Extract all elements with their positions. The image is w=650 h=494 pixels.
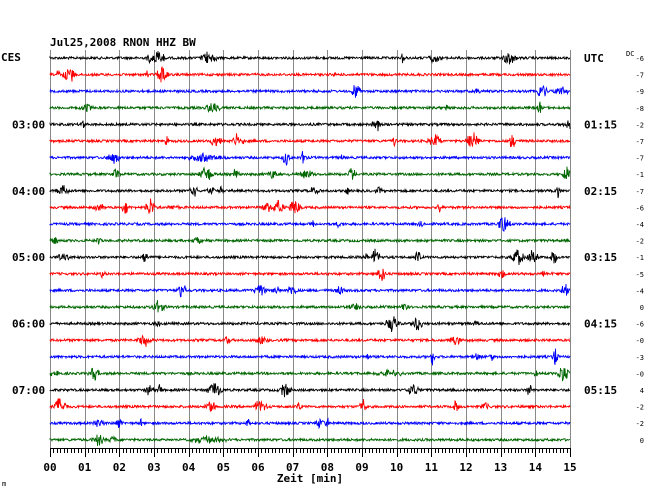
- dc-offset-label: -4: [636, 221, 644, 229]
- x-tick-label: 05: [217, 461, 230, 474]
- right-hour-label: 04:15: [584, 318, 617, 331]
- x-tick-label: 00: [43, 461, 56, 474]
- trace-line-16: [49, 316, 571, 332]
- dc-offset-label: -2: [636, 238, 644, 246]
- trace-line-13: [49, 268, 571, 281]
- right-hour-label: 05:15: [584, 384, 617, 397]
- dc-offset-label: -0: [636, 370, 644, 378]
- dc-offset-label: -9: [636, 88, 644, 96]
- dc-offset-label: -1: [636, 254, 644, 262]
- x-tick-label: 11: [425, 461, 439, 474]
- time-grid: [50, 50, 571, 448]
- trace-line-9: [49, 198, 571, 214]
- dc-offset-label: -7: [636, 155, 644, 163]
- right-hour-label: 03:15: [584, 251, 617, 264]
- dc-offset-label: -6: [636, 204, 644, 212]
- dc-offset-label: -7: [636, 72, 644, 80]
- dc-offset-label: -1: [636, 171, 644, 179]
- left-hour-label: 07:00: [12, 384, 45, 397]
- corner-mark: m: [2, 480, 6, 488]
- right-hour-label: UTC: [584, 52, 604, 65]
- trace-line-2: [49, 85, 571, 98]
- trace-line-12: [49, 248, 571, 266]
- dc-offset-label: -7: [636, 138, 644, 146]
- x-tick-label: 04: [182, 461, 196, 474]
- trace-line-11: [49, 237, 571, 245]
- trace-line-0: [49, 51, 571, 65]
- dc-offset-label: -0: [636, 337, 644, 345]
- dc-offset-label: -6: [636, 321, 644, 329]
- dc-offset-label: -2: [636, 420, 644, 428]
- x-tick-label: 01: [78, 461, 92, 474]
- dc-offset-label: -4: [636, 287, 644, 295]
- x-tick-label: 08: [321, 461, 334, 474]
- trace-line-22: [49, 417, 571, 430]
- x-tick-label: 07: [286, 461, 299, 474]
- trace-group: [49, 51, 571, 446]
- left-hour-label: 06:00: [12, 318, 45, 331]
- trace-line-7: [49, 166, 571, 180]
- x-tick-label: 06: [251, 461, 265, 474]
- trace-line-19: [49, 367, 571, 382]
- trace-line-3: [49, 101, 571, 114]
- trace-line-6: [49, 151, 571, 166]
- trace-line-14: [49, 283, 571, 298]
- trace-line-4: [49, 120, 571, 132]
- x-tick-label: 14: [529, 461, 543, 474]
- label-group: 03:00 04:00 05:00 06:00 07:00 UTC 01:15 02:15 03…: [12, 52, 644, 445]
- left-hour-label: 03:00: [12, 118, 45, 131]
- right-hour-label: 01:15: [584, 118, 617, 131]
- dc-offset-label: -3: [636, 354, 644, 362]
- dc-header: DC: [626, 50, 634, 58]
- trace-line-10: [49, 217, 571, 232]
- dc-offset-label: -8: [636, 105, 644, 113]
- trace-line-18: [49, 348, 571, 366]
- trace-line-5: [49, 132, 571, 148]
- dc-offset-label: -7: [636, 188, 644, 196]
- trace-line-8: [49, 185, 571, 199]
- dc-offset-label: 0: [640, 304, 644, 312]
- left-hour-label: 04:00: [12, 185, 45, 198]
- trace-line-1: [49, 65, 571, 83]
- left-hour-label: 05:00: [12, 251, 45, 264]
- dc-offset-label: -2: [636, 404, 644, 412]
- left-timezone-label: CES: [1, 51, 21, 64]
- chart-title: Jul25,2008 RNON HHZ BW: [50, 36, 196, 49]
- trace-line-17: [49, 334, 571, 347]
- dc-offset-label: -5: [636, 271, 644, 279]
- x-tick-label: 12: [459, 461, 472, 474]
- trace-line-15: [49, 300, 571, 313]
- trace-line-21: [49, 398, 571, 413]
- time-axis: 00 01 02 03 04 05 06 07 08 09 10 11 12 13 14 15: [43, 448, 577, 474]
- dc-offset-label: -2: [636, 121, 644, 129]
- right-hour-label: 02:15: [584, 185, 617, 198]
- dc-offset-label: 0: [640, 437, 644, 445]
- x-tick-label: 03: [147, 461, 160, 474]
- x-tick-label: 13: [494, 461, 507, 474]
- x-tick-label: 09: [355, 461, 368, 474]
- x-tick-label: 02: [113, 461, 126, 474]
- trace-line-20: [49, 383, 571, 398]
- trace-line-23: [49, 434, 570, 446]
- x-tick-label: 10: [390, 461, 403, 474]
- x-tick-label: 15: [563, 461, 576, 474]
- dc-offset-label: 4: [640, 387, 644, 395]
- x-axis-label: Zeit [min]: [277, 472, 343, 485]
- dc-offset-label: -6: [636, 55, 644, 63]
